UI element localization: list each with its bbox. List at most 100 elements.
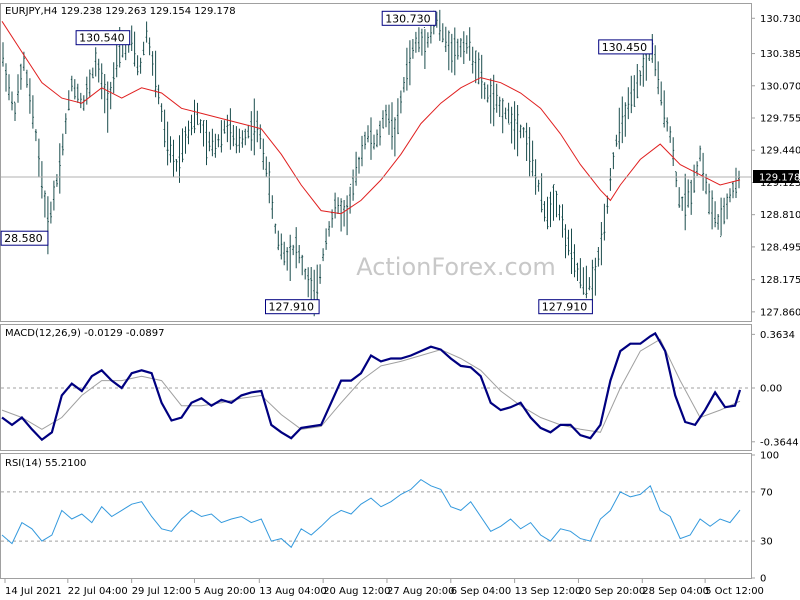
price-bar (145, 21, 148, 43)
price-bar (606, 195, 609, 214)
price-bar (564, 224, 567, 259)
price-bar (5, 63, 7, 92)
price-bar (193, 99, 196, 134)
price-bar (31, 95, 34, 129)
y-tick-label: 0 (760, 574, 766, 585)
price-bar (205, 120, 208, 166)
price-bar (274, 223, 277, 234)
price-bar (328, 221, 331, 237)
y-tick-label: 129.440 (760, 146, 800, 157)
price-bar (232, 125, 235, 147)
price-bar (166, 121, 169, 166)
price-bar (519, 124, 522, 139)
price-bar (642, 48, 645, 87)
price-bar (714, 201, 717, 228)
price-bar (217, 134, 220, 148)
moving-average-line (1, 21, 741, 215)
price-callout: 127.910 (265, 299, 320, 315)
price-bar (552, 184, 555, 221)
price-bar (438, 9, 441, 41)
price-bar (169, 136, 172, 163)
price-bar (73, 79, 76, 100)
price-bar (304, 268, 307, 280)
price-bar (729, 188, 731, 203)
price-bar (618, 107, 621, 150)
price-bar (133, 31, 136, 67)
x-axis-ticks: 14 Jul 2021 22 Jul 04:00 29 Jul 12:00 5 Aug… (4, 578, 764, 597)
price-bar (37, 138, 40, 178)
price-bar (8, 74, 10, 101)
price-bar (88, 69, 91, 98)
current-price-badge: 129.178 (753, 170, 800, 184)
price-bar (591, 259, 594, 301)
x-tick-label: 20 Aug 12:00 (323, 586, 390, 597)
price-bar (349, 183, 352, 214)
price-bar (103, 74, 106, 114)
price-bar (660, 81, 663, 106)
price-bar (561, 204, 564, 238)
price-bar (154, 50, 157, 98)
price-bar (262, 138, 265, 170)
price-bar (271, 195, 274, 219)
price-bar (681, 196, 684, 211)
price-bar (537, 179, 540, 192)
price-bar (669, 126, 672, 143)
price-callout: 130.730 (381, 10, 437, 26)
price-bar (256, 110, 259, 143)
price-bar (450, 33, 453, 73)
price-bar (585, 265, 588, 299)
price-bar (25, 69, 28, 88)
price-bar (459, 38, 462, 58)
price-bar (82, 95, 85, 111)
price-bar (675, 171, 678, 188)
svg-text:127.910: 127.910 (542, 301, 588, 314)
svg-text:127.910: 127.910 (269, 301, 315, 314)
price-bar (94, 47, 97, 77)
x-tick-label: 20 Sep 20:00 (579, 586, 646, 597)
price-bar (486, 84, 489, 103)
price-bar (178, 135, 181, 183)
price-bar (546, 196, 549, 230)
price-bar (184, 126, 187, 154)
price-bar (97, 58, 100, 83)
price-bar (298, 245, 301, 264)
price-bar (498, 96, 501, 117)
price-bar (181, 128, 184, 163)
price-bar (633, 75, 636, 107)
price-bar (393, 117, 396, 157)
price-bar (417, 27, 420, 53)
price-bar (382, 110, 384, 129)
price-bar (588, 277, 591, 291)
price-bar (268, 161, 271, 204)
price-bar (702, 152, 705, 191)
price-bar (582, 267, 585, 295)
price-bar (277, 230, 280, 251)
price-bar (672, 137, 675, 166)
y-tick-label: 130.070 (760, 81, 800, 92)
price-bar (579, 258, 582, 289)
price-bar (58, 143, 61, 194)
price-bar (492, 74, 495, 127)
price-bar (229, 108, 232, 150)
price-bar (411, 39, 414, 59)
price-bar (567, 229, 570, 256)
price-callout: 130.450 (598, 39, 653, 55)
price-bar (483, 82, 486, 100)
price-bar (28, 78, 31, 114)
price-bar (447, 30, 450, 71)
price-bar (199, 119, 202, 134)
svg-text:130.540: 130.540 (79, 32, 125, 45)
price-bar (708, 183, 711, 215)
price-bar (426, 32, 429, 48)
price-bar (456, 38, 459, 60)
price-bar (543, 201, 546, 222)
price-bar (139, 57, 142, 74)
x-tick-label: 5 Aug 20:00 (195, 586, 256, 597)
y-tick-label: 128.810 (760, 210, 800, 221)
price-bar (501, 98, 504, 134)
macd-header: MACD(12,26,9) -0.0129 -0.0897 (5, 328, 165, 339)
price-bar (76, 83, 79, 103)
price-bar (600, 222, 603, 266)
rsi-panel: RSI(14) 55.2100 (0, 453, 752, 579)
price-bar (61, 133, 64, 156)
